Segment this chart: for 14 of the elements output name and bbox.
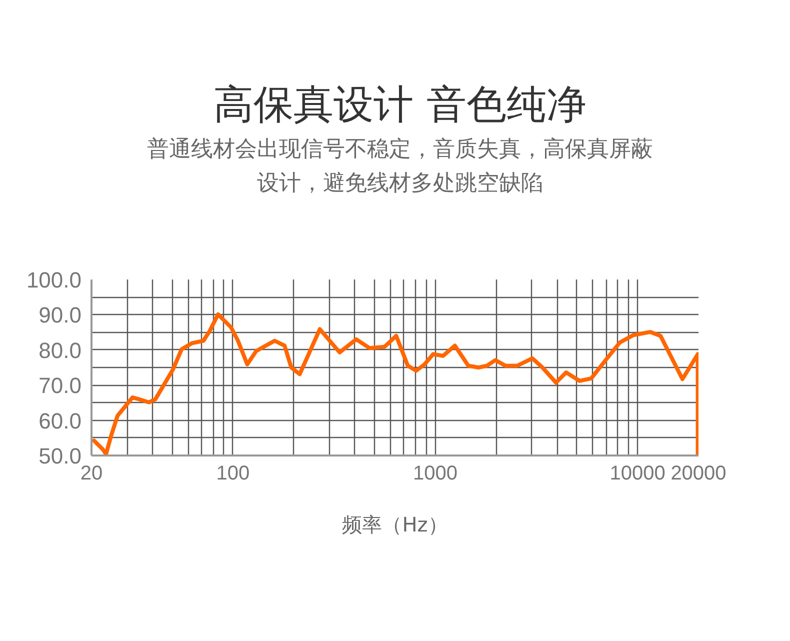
x-tick-label: 20: [80, 462, 103, 484]
y-tick-label: 50.0: [38, 444, 82, 468]
x-tick-label: 100: [216, 462, 250, 484]
chart-title: 高保真设计 音色纯净: [212, 81, 588, 130]
x-tick-label: 1000: [413, 462, 458, 484]
x-axis-title: 频率（Hz）: [342, 512, 448, 536]
y-tick-label: 90.0: [38, 302, 82, 328]
y-tick-label: 80.0: [38, 338, 82, 363]
x-tick-label: 20000: [670, 462, 726, 484]
chart-subtitle: 普通线材会出现信号不稳定，音质失真，高保真屏蔽设计，避免线材多处跳空缺陷: [146, 136, 654, 198]
y-tick-label: 70.0: [38, 373, 82, 398]
x-tick-label: 10000: [610, 462, 666, 484]
y-tick-label: 100.0: [26, 268, 82, 292]
y-tick-label: 60.0: [38, 408, 82, 434]
